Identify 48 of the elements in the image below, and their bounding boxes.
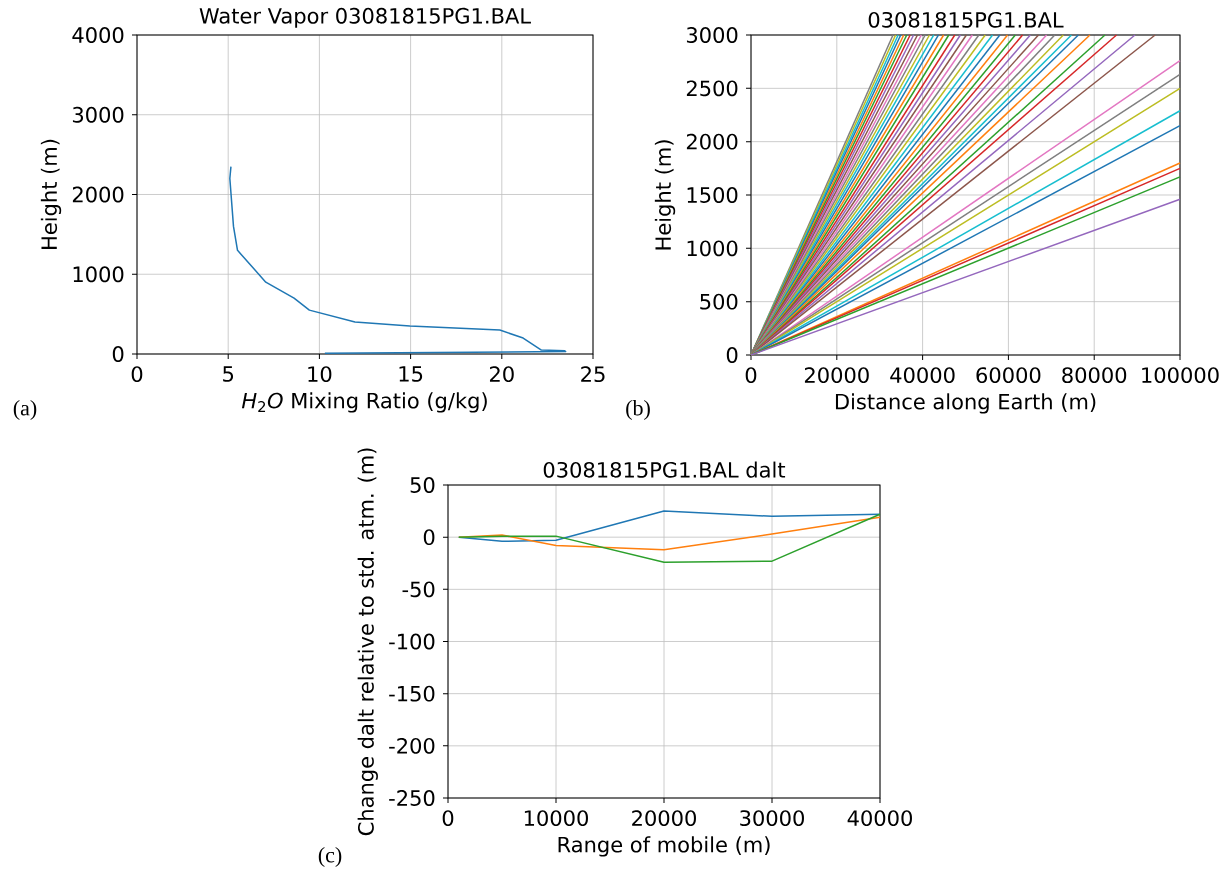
x-tick-label: 20 bbox=[489, 366, 514, 383]
y-tick-label: 2000 bbox=[686, 133, 738, 150]
x-tick-label: 40000 bbox=[890, 367, 955, 384]
x-tick-label: 100000 bbox=[1142, 367, 1219, 384]
x-tick-label: 60000 bbox=[976, 367, 1041, 384]
y-tick-label: -150 bbox=[389, 685, 435, 702]
x-tick-label: 40000 bbox=[847, 810, 912, 827]
x-tick-label: 0 bbox=[745, 367, 757, 384]
x-tick-label: 10000 bbox=[524, 810, 588, 827]
y-tick-label: 2000 bbox=[72, 186, 124, 203]
y-tick-label: 4000 bbox=[72, 27, 124, 43]
y-tick-label: 0 bbox=[112, 346, 124, 362]
x-tick-label: 25 bbox=[581, 366, 605, 383]
text: (b) bbox=[626, 400, 650, 420]
y-tick-label: -250 bbox=[389, 790, 435, 806]
chart-title: Water Vapor 03081815PG1.BAL bbox=[199, 7, 531, 28]
y-tick-label: 0 bbox=[423, 529, 435, 546]
y-axis-title: Height (m) bbox=[40, 139, 62, 249]
x-tick-label: 20000 bbox=[804, 367, 869, 384]
x-axis-title: Range of mobile (m) bbox=[558, 836, 770, 857]
x-tick-label: 0 bbox=[442, 810, 454, 827]
x-tick-label: 30000 bbox=[740, 810, 804, 827]
y-tick-label: 50 bbox=[410, 477, 435, 493]
y-tick-label: -200 bbox=[389, 737, 435, 754]
x-axis-title: Distance along Earth (m) bbox=[835, 393, 1096, 414]
y-tick-label: 1500 bbox=[687, 187, 738, 203]
x-tick-label: 10 bbox=[308, 366, 332, 383]
x-tick-label: 5 bbox=[223, 366, 234, 382]
x-tick-label: 0 bbox=[131, 366, 143, 383]
text: (c) bbox=[318, 847, 342, 867]
x-tick-label: 80000 bbox=[1062, 367, 1127, 384]
y-tick-label: -100 bbox=[389, 633, 435, 650]
y-tick-label: 0 bbox=[726, 347, 738, 363]
y-axis-title: Change dalt relative to std. atm. (m) bbox=[357, 448, 378, 836]
y-tick-label: 1000 bbox=[73, 266, 124, 283]
y-tick-label: 1000 bbox=[687, 240, 738, 257]
y-tick-label: 2500 bbox=[686, 80, 738, 97]
chart-title: 03081815PG1.BAL bbox=[868, 11, 1064, 28]
y-tick-label: 3000 bbox=[686, 27, 738, 43]
x-tick-label: 15 bbox=[399, 366, 423, 382]
y-axis-title: Height (m) bbox=[654, 140, 676, 250]
text: (a) bbox=[13, 400, 37, 420]
y-tick-label: 3000 bbox=[72, 106, 124, 123]
x-tick-label: 20000 bbox=[632, 810, 696, 827]
y-tick-label: -50 bbox=[402, 581, 435, 598]
chart-title: 03081815PG1.BAL dalt bbox=[543, 461, 786, 478]
x-axis-title: H$_{2}$O Mixing Ratio (g/kg) bbox=[241, 392, 487, 413]
y-tick-label: 500 bbox=[700, 293, 738, 310]
